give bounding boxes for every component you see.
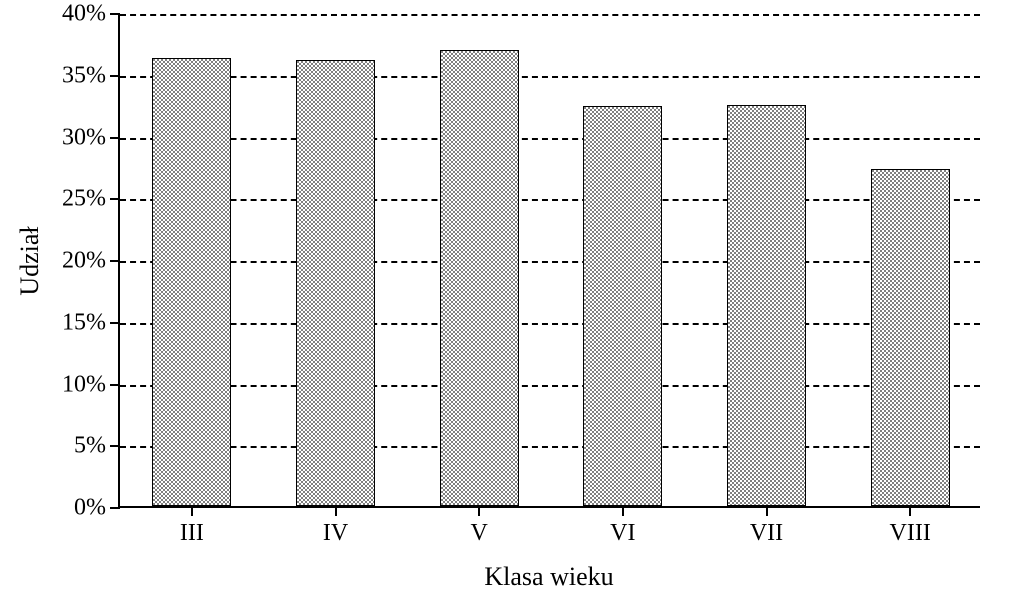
y-tick [110,13,120,15]
x-tick-label: VI [610,520,635,547]
x-tick [622,506,624,516]
y-tick-label: 10% [62,371,106,398]
plot-area: 0%5%10%15%20%25%30%35%40%IIIIVVVIVIIVIII [118,14,980,508]
x-tick-label: III [180,520,204,547]
y-tick [110,198,120,200]
y-tick-label: 5% [74,433,106,460]
y-gridline [120,323,980,325]
y-gridline [120,76,980,78]
x-tick-label: VIII [890,520,931,547]
bar-chart: 0%5%10%15%20%25%30%35%40%IIIIVVVIVIIVIII… [0,0,1024,610]
x-tick [335,506,337,516]
y-gridline [120,138,980,140]
y-gridline [120,261,980,263]
bar [152,58,231,506]
y-gridline [120,199,980,201]
y-tick [110,75,120,77]
x-tick [478,506,480,516]
y-tick [110,137,120,139]
y-tick-label: 30% [62,124,106,151]
y-tick-label: 35% [62,62,106,89]
y-tick-label: 25% [62,186,106,213]
x-tick [766,506,768,516]
x-tick [191,506,193,516]
x-tick-label: V [470,520,487,547]
y-gridline [120,385,980,387]
y-tick-label: 40% [62,1,106,28]
y-tick [110,507,120,509]
y-tick-label: 0% [74,495,106,522]
bar [727,105,806,506]
bar [296,60,375,506]
y-tick [110,384,120,386]
bar [871,169,950,506]
y-axis-title: Udział [15,226,45,295]
bar [583,106,662,506]
x-tick-label: VII [750,520,783,547]
x-axis-title: Klasa wieku [484,562,613,592]
y-gridline [120,14,980,16]
y-tick [110,260,120,262]
y-tick-label: 15% [62,309,106,336]
y-tick-label: 20% [62,248,106,275]
y-tick [110,322,120,324]
x-tick-label: IV [323,520,348,547]
bar [440,50,519,506]
y-tick [110,445,120,447]
x-tick [909,506,911,516]
y-gridline [120,446,980,448]
